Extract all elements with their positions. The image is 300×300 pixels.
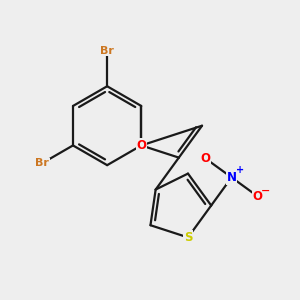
Text: O: O (136, 139, 146, 152)
Text: N: N (226, 171, 237, 184)
Text: S: S (184, 231, 192, 244)
Text: O: O (253, 190, 263, 203)
Text: Br: Br (35, 158, 49, 168)
Text: O: O (200, 152, 210, 165)
Text: Br: Br (100, 46, 114, 56)
Text: +: + (236, 164, 244, 175)
Text: −: − (261, 185, 270, 196)
